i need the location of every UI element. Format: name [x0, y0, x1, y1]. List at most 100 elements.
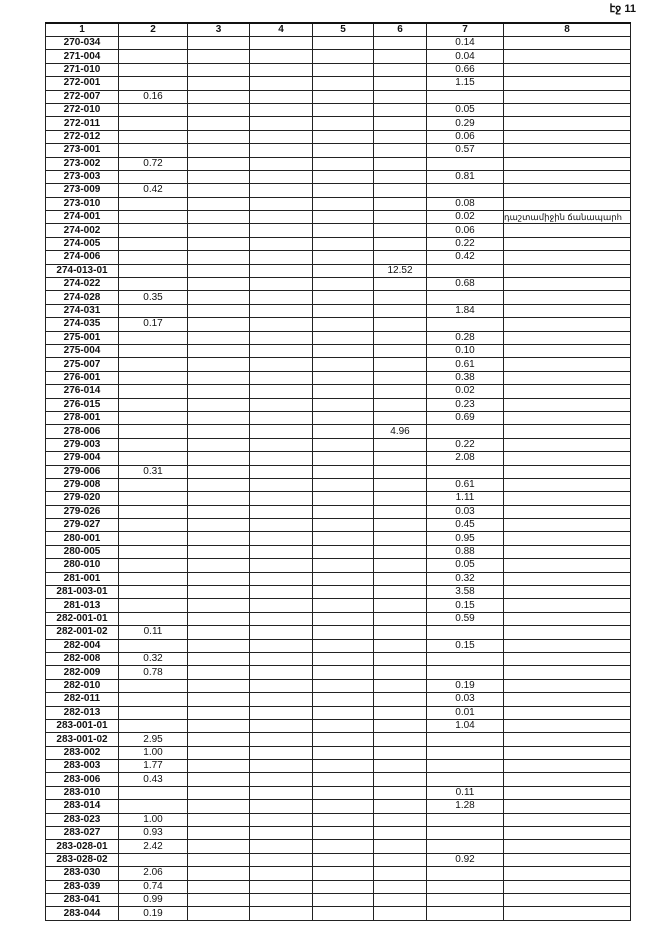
cell-col-6	[373, 196, 427, 212]
cell-col-1: 283-044	[45, 906, 119, 921]
cell-col-4	[249, 718, 313, 734]
cell-col-1: 273-009	[45, 183, 119, 198]
cell-col-3	[187, 585, 250, 600]
cell-col-5	[312, 518, 374, 533]
cell-col-8	[503, 732, 631, 747]
cell-col-6	[373, 451, 427, 466]
cell-col-8	[503, 62, 631, 78]
table-row: 283-014 1.28	[45, 799, 631, 814]
cell-col-8	[503, 625, 631, 640]
cell-col-4	[249, 62, 313, 78]
cell-col-8	[503, 464, 631, 479]
cell-col-2	[118, 330, 188, 345]
cell-col-1: 273-002	[45, 156, 119, 171]
cell-col-8	[503, 35, 631, 51]
cell-col-4	[249, 544, 313, 560]
cell-col-2	[118, 598, 188, 613]
cell-col-2	[118, 491, 188, 506]
cell-col-5	[312, 49, 374, 64]
cell-col-5	[312, 504, 374, 520]
cell-col-7: 0.29	[426, 116, 504, 131]
cell-col-2	[118, 678, 188, 694]
cell-col-4	[249, 464, 313, 479]
cell-col-1: 273-010	[45, 196, 119, 212]
table-row: 283-001-02 2.95	[45, 732, 631, 747]
cell-col-1: 283-002	[45, 745, 119, 761]
cell-col-3	[187, 223, 250, 238]
cell-col-7	[426, 464, 504, 479]
cell-col-2: 0.16	[118, 89, 188, 104]
cell-col-1: 282-001-02	[45, 625, 119, 640]
cell-col-1: 276-001	[45, 370, 119, 386]
cell-col-3	[187, 156, 250, 171]
cell-col-1: 283-023	[45, 812, 119, 828]
cell-col-3	[187, 424, 250, 439]
cell-col-7: 0.66	[426, 62, 504, 78]
table-row: 274-022 0.68	[45, 277, 631, 292]
cell-col-6	[373, 598, 427, 613]
cell-col-5	[312, 718, 374, 734]
cell-col-1: 273-001	[45, 143, 119, 158]
table-row: 274-028 0.35	[45, 290, 631, 305]
cell-col-4	[249, 35, 313, 51]
cell-col-2	[118, 223, 188, 238]
cell-col-5	[312, 169, 374, 185]
cell-col-5	[312, 343, 374, 359]
cell-col-2: 0.78	[118, 665, 188, 680]
cell-col-3	[187, 169, 250, 185]
cell-col-1: 275-004	[45, 343, 119, 359]
cell-col-7: 0.61	[426, 357, 504, 372]
cell-col-7	[426, 812, 504, 828]
cell-col-8	[503, 785, 631, 801]
cell-col-7	[426, 906, 504, 921]
cell-col-8	[503, 692, 631, 707]
column-header-6: 6	[373, 22, 427, 37]
cell-col-8	[503, 852, 631, 868]
cell-col-3	[187, 651, 250, 667]
cell-col-2	[118, 129, 188, 145]
cell-col-1: 280-010	[45, 558, 119, 573]
cell-col-8	[503, 585, 631, 600]
cell-col-1: 282-004	[45, 638, 119, 653]
cell-col-1: 274-005	[45, 236, 119, 252]
cell-col-3	[187, 397, 250, 412]
cell-col-4	[249, 370, 313, 386]
cell-col-6	[373, 236, 427, 252]
cell-col-8	[503, 49, 631, 64]
cell-col-5	[312, 223, 374, 238]
cell-col-2	[118, 277, 188, 292]
cell-col-4	[249, 491, 313, 506]
cell-col-2	[118, 303, 188, 319]
cell-col-1: 279-008	[45, 477, 119, 493]
cell-col-3	[187, 812, 250, 828]
cell-col-3	[187, 196, 250, 212]
cell-col-4	[249, 250, 313, 265]
cell-col-6	[373, 477, 427, 493]
cell-col-4	[249, 330, 313, 345]
cell-col-6	[373, 102, 427, 118]
cell-col-5	[312, 183, 374, 198]
cell-col-5	[312, 303, 374, 319]
cell-col-4	[249, 839, 313, 854]
cell-col-1: 281-001	[45, 571, 119, 587]
cell-col-4	[249, 772, 313, 787]
cell-col-3	[187, 852, 250, 868]
cell-col-1: 283-006	[45, 772, 119, 787]
cell-col-2	[118, 357, 188, 372]
cell-col-5	[312, 143, 374, 158]
cell-col-8	[503, 571, 631, 587]
cell-col-4	[249, 518, 313, 533]
cell-col-3	[187, 759, 250, 774]
cell-col-6	[373, 759, 427, 774]
cell-col-1: 282-008	[45, 651, 119, 667]
cell-col-3	[187, 732, 250, 747]
cell-col-5	[312, 330, 374, 345]
cell-col-6	[373, 785, 427, 801]
column-header-8: 8	[503, 22, 631, 37]
cell-col-2: 2.06	[118, 866, 188, 881]
table-row: 283-028-02 0.92	[45, 852, 631, 868]
cell-col-8	[503, 384, 631, 399]
cell-col-6	[373, 732, 427, 747]
table-row: 278-006 4.96	[45, 424, 631, 439]
cell-col-2	[118, 263, 188, 279]
